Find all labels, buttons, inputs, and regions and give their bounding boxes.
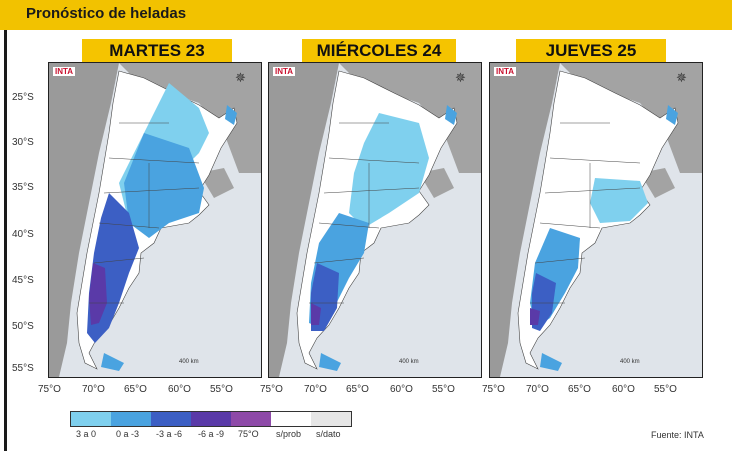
day-label-3: JUEVES 25 xyxy=(516,39,666,63)
compass-rose-icon: ✵ xyxy=(676,71,687,86)
legend-label: s/prob xyxy=(276,429,302,439)
source-note: Fuente: INTA xyxy=(651,430,704,440)
lon-label: 65°O xyxy=(568,384,591,395)
lon-label: 75°O xyxy=(482,384,505,395)
lat-label: 45°S xyxy=(12,275,34,286)
legend-label: 0 a -3 xyxy=(116,429,140,439)
page-title: Pronóstico de heladas xyxy=(26,5,187,22)
lon-label: 65°O xyxy=(124,384,147,395)
lat-label: 30°S xyxy=(12,137,34,148)
legend-swatch xyxy=(311,412,351,426)
forecast-map-1: INTA ✵ 400 km xyxy=(48,62,262,378)
lon-label: 75°O xyxy=(38,384,61,395)
lat-label: 40°S xyxy=(12,229,34,240)
legend-swatch xyxy=(151,412,191,426)
legend-label: -6 a -9 xyxy=(198,429,225,439)
lon-label: 60°O xyxy=(612,384,635,395)
lat-label: 50°S xyxy=(12,321,34,332)
left-rule xyxy=(4,30,7,451)
lat-label: 35°S xyxy=(12,182,34,193)
inta-logo: INTA xyxy=(494,67,517,76)
lon-label: 75°O xyxy=(260,384,283,395)
header-bar: Pronóstico de heladas xyxy=(0,0,732,30)
lon-label: 55°O xyxy=(654,384,677,395)
scale-bar-label: 400 km xyxy=(399,359,419,365)
inta-logo: INTA xyxy=(53,67,76,76)
lat-label: 25°S xyxy=(12,92,34,103)
lon-label: 70°O xyxy=(526,384,549,395)
forecast-map-3: INTA ✵ 400 km xyxy=(489,62,703,378)
legend-label: 75°O xyxy=(238,429,259,439)
compass-rose-icon: ✵ xyxy=(235,71,246,86)
lon-label: 70°O xyxy=(304,384,327,395)
legend-swatch xyxy=(191,412,231,426)
lon-label: 70°O xyxy=(82,384,105,395)
legend-label: s/dato xyxy=(316,429,341,439)
legend-swatch xyxy=(231,412,271,426)
legend-label: 3 a 0 xyxy=(76,429,97,439)
scale-bar-label: 400 km xyxy=(620,359,640,365)
inta-logo: INTA xyxy=(273,67,296,76)
legend-swatch xyxy=(71,412,111,426)
legend-swatch xyxy=(111,412,151,426)
lon-label: 55°O xyxy=(432,384,455,395)
day-label-2: MIÉRCOLES 24 xyxy=(302,39,456,63)
legend-label: -3 a -6 xyxy=(156,429,183,439)
legend-swatch xyxy=(271,412,311,426)
lat-label: 55°S xyxy=(12,363,34,374)
lon-label: 60°O xyxy=(390,384,413,395)
lon-label: 55°O xyxy=(210,384,233,395)
scale-bar-label: 400 km xyxy=(179,359,199,365)
forecast-map-2: INTA ✵ 400 km xyxy=(268,62,482,378)
lon-label: 60°O xyxy=(168,384,191,395)
day-label-1: MARTES 23 xyxy=(82,39,232,63)
frost-legend xyxy=(70,411,352,427)
compass-rose-icon: ✵ xyxy=(455,71,466,86)
lon-label: 65°O xyxy=(346,384,369,395)
